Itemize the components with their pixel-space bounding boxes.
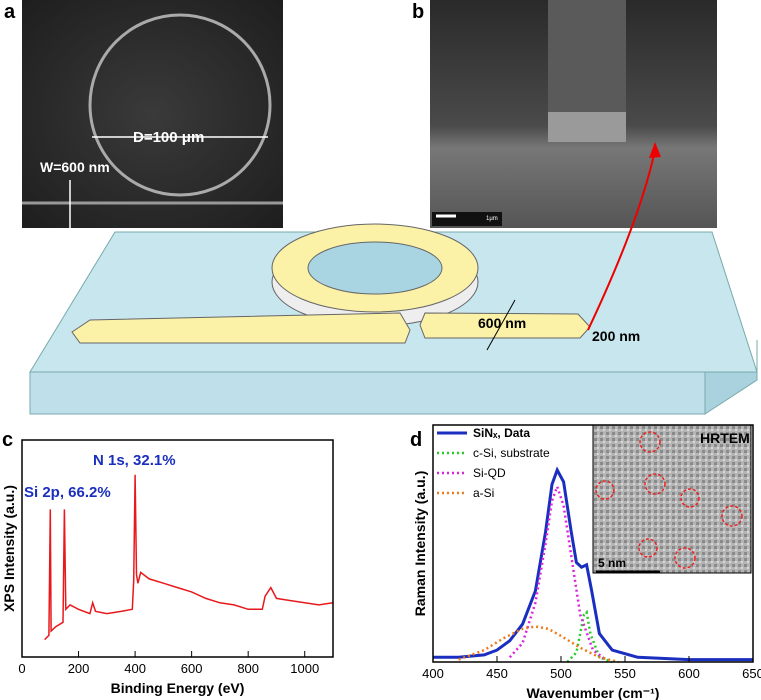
y-axis-label: XPS Intensity (a.u.) [1,485,17,612]
x-tick-label: 400 [124,661,146,676]
x-tick-label: 1000 [290,661,319,676]
x-tick-label: 800 [237,661,259,676]
x-axis-label: Wavenumber (cm⁻¹) [527,685,660,700]
series-line [44,474,334,641]
x-tick-label: 550 [614,666,636,681]
diameter-label: D=100 μm [133,129,204,146]
x-tick-label: 450 [486,666,508,681]
x-tick-label: 400 [422,666,444,681]
panel-label: c [2,429,13,451]
width-label: W=600 nm [40,159,110,175]
sem-image-a [22,0,283,228]
series-line [508,482,607,661]
x-axis-label: Binding Energy (eV) [111,680,245,696]
waveguide-right [419,312,591,339]
scale-label: 1μm [486,216,498,222]
annotation: Si 2p, 66.2% [24,484,111,501]
substrate-front [29,371,706,415]
plot-frame [432,424,754,663]
width-dimension: 600 nm [478,315,526,331]
series-line [433,466,753,662]
panel-label: d [410,429,422,451]
ring-hole [307,241,443,295]
series-line [458,625,619,664]
qd-markers [595,431,743,569]
legend-label: Si-QD [473,466,506,480]
x-tick-label: 600 [181,661,203,676]
series-line [566,609,613,664]
height-dimension: 200 nm [592,328,640,344]
x-tick-label: 200 [68,661,90,676]
pointer-arrow [587,149,656,331]
arrowhead [649,142,661,158]
legend-label: a-Si [473,486,494,500]
x-tick-label: 650 [742,666,761,681]
inset-label: HRTEM [700,430,750,446]
pillar-base [548,112,626,142]
x-tick-label: 500 [550,666,572,681]
dimension-line [486,299,516,351]
legend-label: SiNₓ, Data [473,426,530,440]
plot-frame [21,439,334,658]
inset-scale: 5 nm [598,556,626,570]
panel-label: b [412,1,424,23]
substrate-side [704,340,758,415]
hrtem-inset [592,424,752,574]
y-axis-label: Raman Intensity (a.u.) [412,471,428,616]
x-tick-label: 0 [18,661,25,676]
annotation: N 1s, 32.1% [93,452,176,469]
x-tick-label: 600 [678,666,700,681]
waveguide-left [71,312,411,344]
legend-label: c-Si, substrate [473,446,550,460]
ring [88,13,272,197]
panel-label: a [4,1,16,23]
